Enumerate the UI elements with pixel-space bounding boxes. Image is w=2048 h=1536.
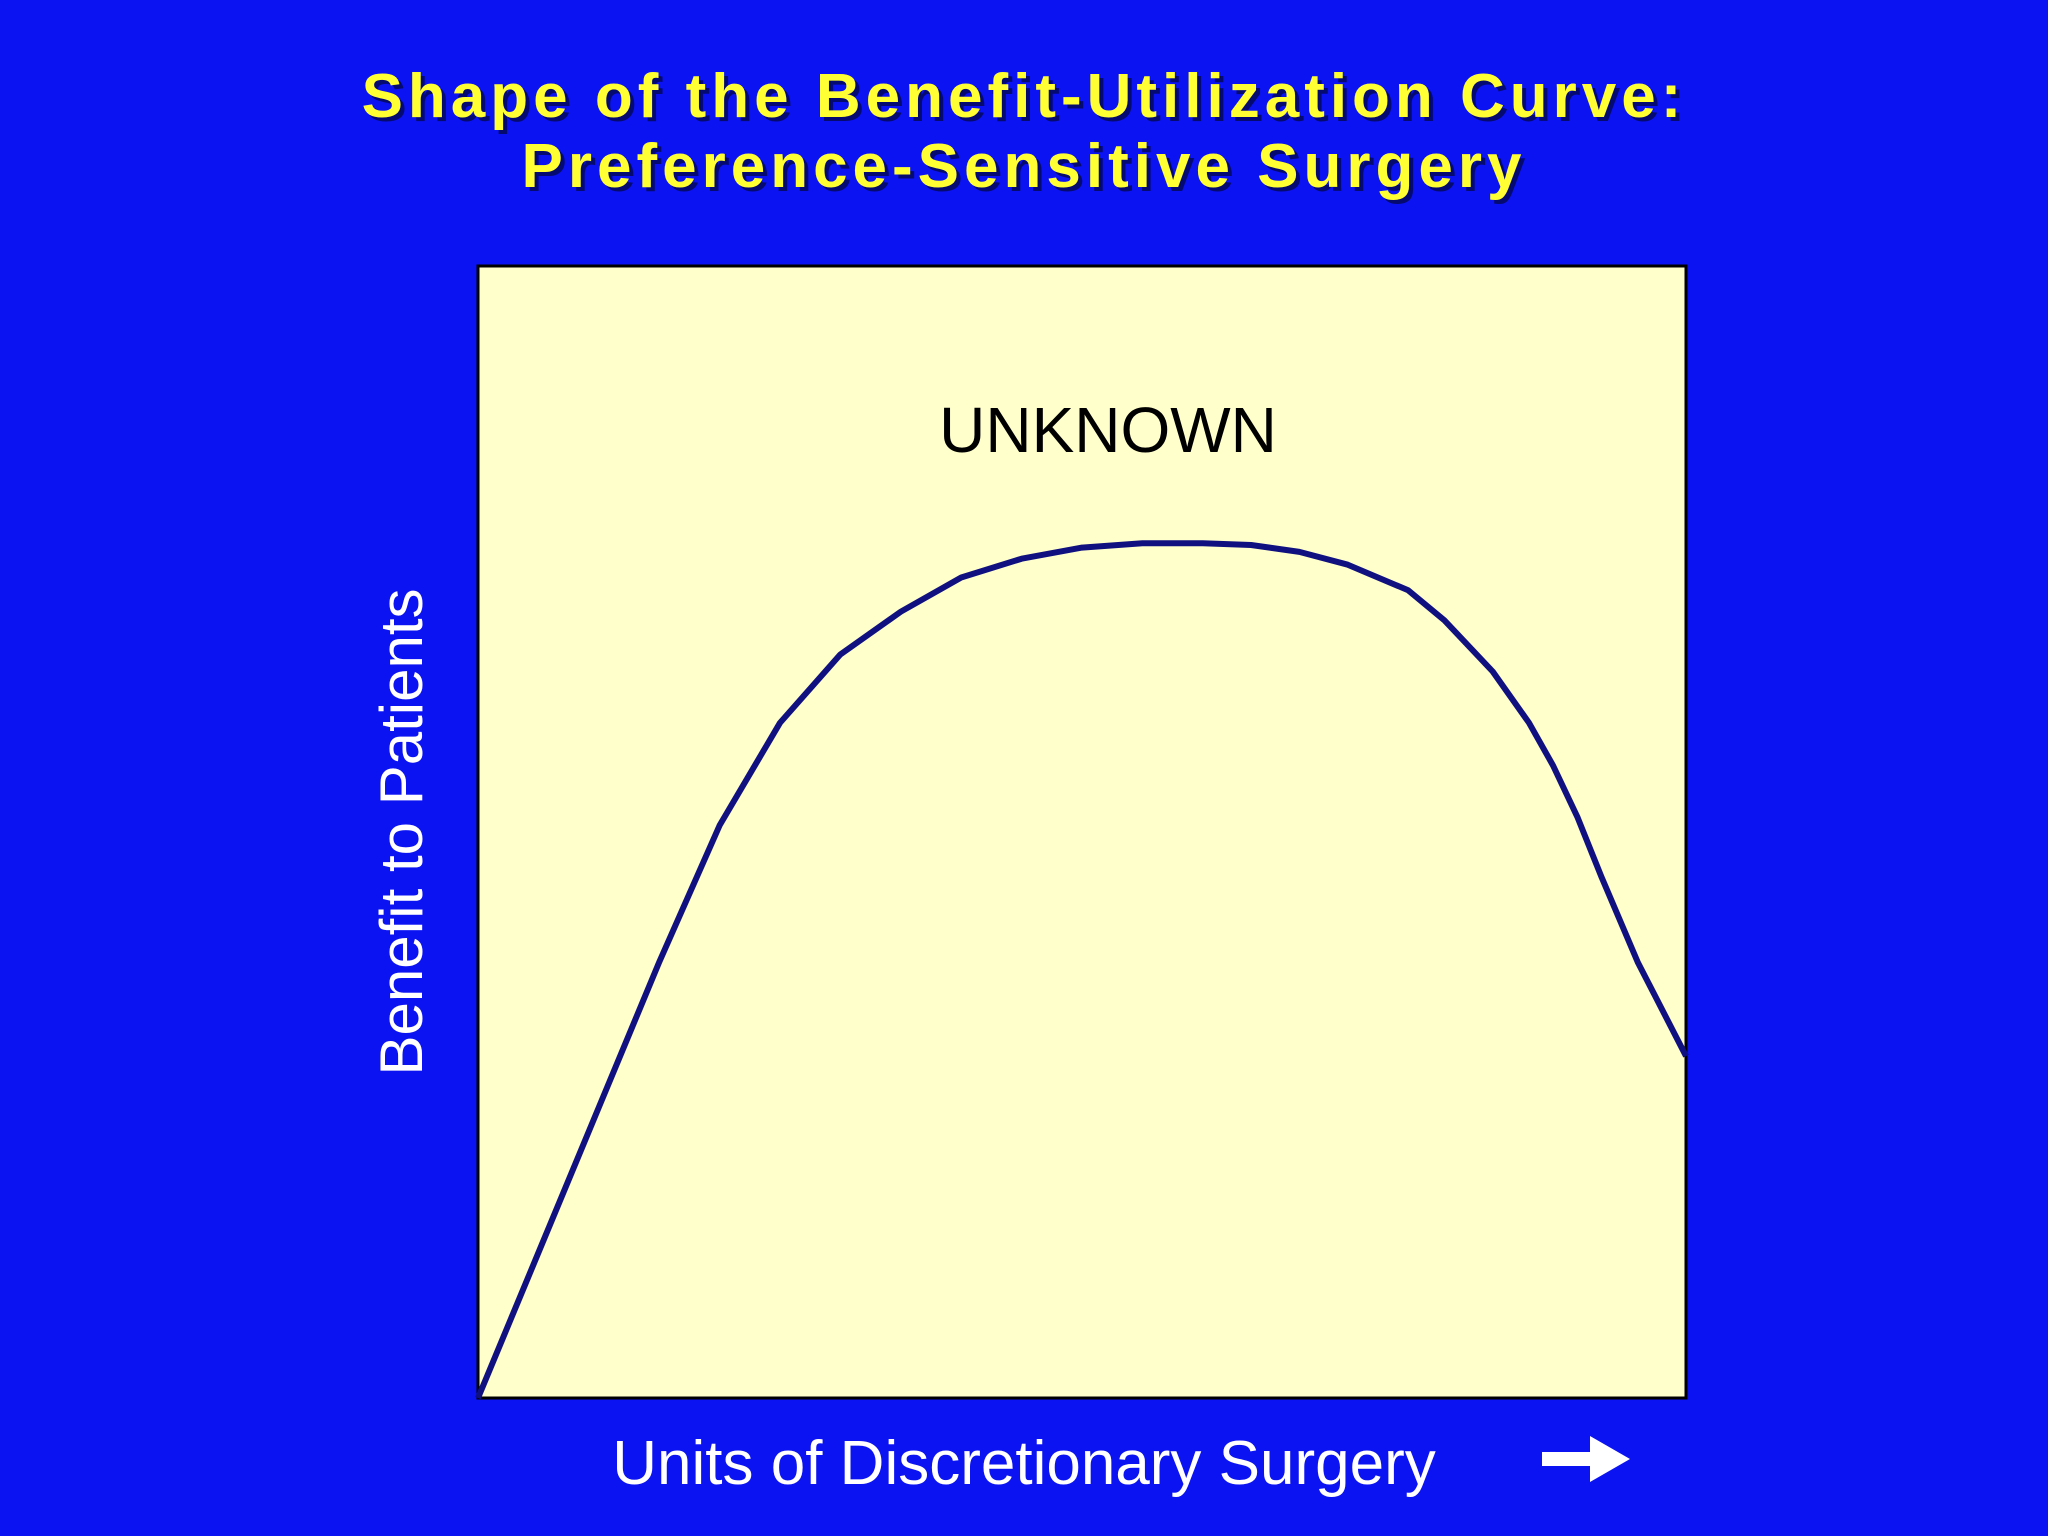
- slide-title: Shape of the Benefit-Utilization Curve: …: [0, 62, 2048, 202]
- title-line-2: Preference-Sensitive Surgery: [521, 132, 1527, 201]
- x-axis-label: Units of Discretionary Surgery: [612, 1429, 1436, 1498]
- series-line-1: [475, 540, 1689, 1400]
- right-arrow-icon: [1542, 1436, 1630, 1482]
- y-axis-label: Benefit to Patients: [368, 589, 435, 1076]
- plot-area: [476, 264, 1688, 1400]
- annotation-unknown: UNKNOWN: [939, 394, 1277, 466]
- title-line-1: Shape of the Benefit-Utilization Curve:: [361, 62, 1687, 131]
- series-group: [475, 540, 1689, 1400]
